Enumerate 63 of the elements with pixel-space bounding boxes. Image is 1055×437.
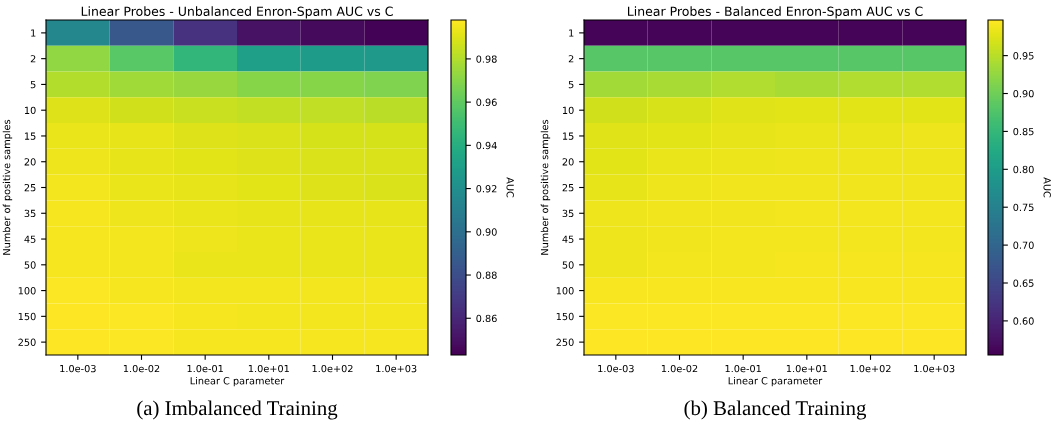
y-tick-label: 1 — [569, 29, 574, 37]
color-bar-label: 0.96 — [476, 98, 497, 106]
y-axis-title: Number of positive samples — [540, 119, 551, 255]
x-tick-label: 1.0e+01 — [786, 364, 827, 373]
x-axis-title: Linear C parameter — [190, 376, 285, 387]
y-tick-label: 15 — [562, 132, 574, 140]
x-tick-label: 1.0e-02 — [123, 364, 160, 373]
y-tick-label: 10 — [562, 106, 574, 115]
x-tick-label: 1.0e-02 — [661, 364, 698, 373]
y-tick-label: 10 — [24, 106, 36, 115]
y-tick-label: 150 — [18, 312, 36, 321]
y-tick-label: 35 — [24, 209, 36, 218]
x-axis-title: Linear C parameter — [728, 376, 823, 387]
y-tick-label: 100 — [556, 287, 574, 295]
y-tick-label: 2 — [30, 55, 36, 63]
y-tick-label: 5 — [568, 81, 574, 89]
color-bar-label: 0.75 — [1013, 203, 1034, 212]
y-tick-label: 250 — [556, 338, 574, 346]
color-bar-label: 0.88 — [476, 271, 497, 279]
color-bar-label: 0.60 — [1013, 317, 1034, 325]
y-tick-label: 45 — [24, 235, 36, 243]
y-tick-label: 25 — [562, 183, 574, 192]
y-tick-label: 150 — [556, 312, 574, 321]
color-bar-title: AUC — [1043, 177, 1051, 198]
x-tick-label: 1.0e-01 — [725, 364, 761, 373]
color-bar-label: 0.98 — [476, 55, 497, 63]
text: (a) Imbalanced Training — [137, 400, 338, 420]
y-tick-label: 1 — [31, 29, 36, 37]
color-bar-label: 0.80 — [1013, 165, 1034, 174]
y-tick-label: 25 — [24, 183, 36, 192]
color-bar-label: 0.85 — [1013, 127, 1034, 136]
y-tick-label: 2 — [568, 55, 574, 63]
x-tick-label: 1.0e-03 — [598, 364, 634, 373]
color-bar-label: 0.92 — [476, 185, 497, 193]
color-bar-title: AUC — [506, 177, 514, 198]
y-tick-label: 50 — [562, 261, 574, 269]
color-bar-label: 0.90 — [1013, 90, 1034, 98]
color-bar-label: 0.95 — [1013, 52, 1034, 60]
y-tick-label: 45 — [562, 235, 574, 243]
color-bar-label: 0.90 — [476, 228, 497, 236]
x-tick-label: 1.0e+03 — [914, 364, 955, 373]
chart-title: Linear Probes - Unbalanced Enron-Spam AUC vs C — [81, 6, 393, 19]
y-tick-label: 15 — [24, 132, 36, 140]
y-tick-label: 250 — [18, 338, 36, 346]
x-tick-label: 1.0e+03 — [376, 364, 417, 373]
color-bar-label: 0.65 — [1013, 279, 1034, 287]
x-tick-label: 1.0e-01 — [187, 364, 223, 373]
y-tick-label: 100 — [18, 287, 36, 295]
text: (b) Balanced Training — [684, 400, 867, 420]
x-tick-label: 1.0e-03 — [60, 364, 96, 373]
y-tick-label: 20 — [24, 158, 36, 166]
y-tick-label: 50 — [24, 261, 36, 269]
x-tick-label: 1.0e+02 — [312, 364, 353, 373]
color-bar-label: 0.70 — [1013, 241, 1034, 249]
x-tick-label: 1.0e+01 — [248, 364, 289, 373]
y-tick-label: 5 — [30, 81, 36, 89]
y-tick-label: 20 — [562, 158, 574, 166]
color-bar-label: 0.94 — [476, 141, 497, 150]
y-axis-title: Number of positive samples — [2, 119, 13, 255]
y-tick-label: 35 — [562, 209, 574, 218]
x-tick-label: 1.0e+02 — [850, 364, 891, 373]
chart-title: Linear Probes - Balanced Enron-Spam AUC vs C — [628, 6, 923, 19]
color-bar-label: 0.86 — [476, 314, 497, 323]
